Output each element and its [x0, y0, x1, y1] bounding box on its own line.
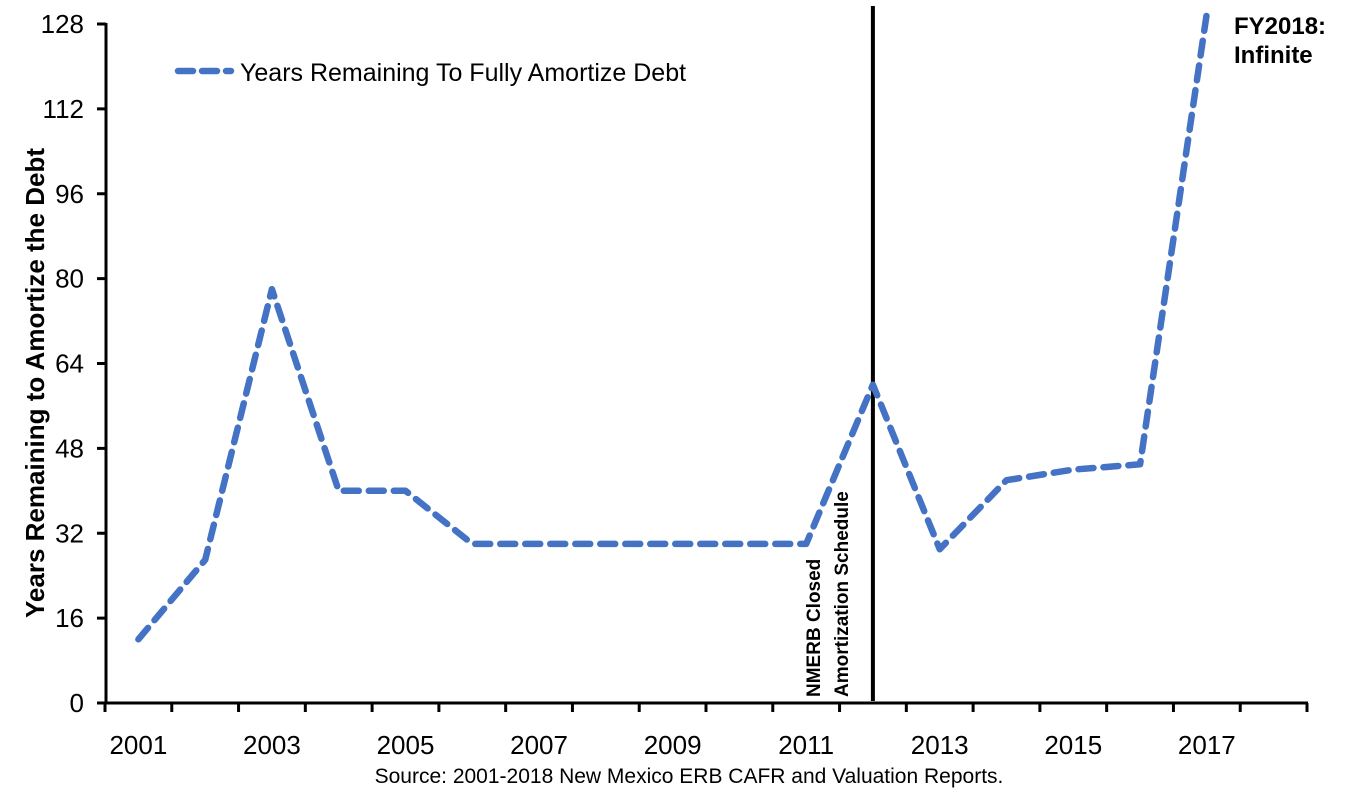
y-tick-label: 0 — [70, 688, 84, 718]
x-tick-label: 2005 — [377, 730, 435, 760]
y-axis-ticks: 0 16 32 48 64 80 96 112 128 — [41, 9, 106, 718]
x-tick-label: 2003 — [243, 730, 301, 760]
event-label-line1: NMERB Closed — [804, 559, 825, 697]
endpoint-label-line2: Infinite — [1234, 42, 1313, 69]
y-tick-label: 128 — [41, 9, 84, 39]
x-tick-label: 2009 — [644, 730, 702, 760]
event-annotation: NMERB Closed Amortization Schedule — [804, 491, 853, 697]
legend-label: Years Remaining To Fully Amortize Debt — [240, 59, 686, 87]
y-tick-label: 80 — [55, 264, 84, 294]
series-line-dashed — [135, 10, 1211, 643]
axes — [104, 23, 1308, 705]
y-axis-title: Years Remaining to Amortize the Debt — [20, 148, 50, 618]
y-tick-label: 32 — [55, 518, 84, 548]
endpoint-label-line1: FY2018: — [1234, 13, 1326, 40]
y-tick-label: 48 — [55, 433, 84, 463]
x-tick-label: 2017 — [1178, 730, 1236, 760]
endpoint-annotation: FY2018: Infinite — [1234, 13, 1326, 69]
x-tick-label: 2015 — [1044, 730, 1102, 760]
x-tick-label: 2011 — [778, 730, 834, 760]
x-tick-label: 2013 — [911, 730, 969, 760]
event-label-line2: Amortization Schedule — [832, 491, 853, 697]
y-tick-label: 16 — [55, 603, 84, 633]
x-tick-label: 2001 — [109, 730, 167, 760]
y-tick-label: 112 — [43, 94, 84, 124]
y-tick-label: 96 — [55, 179, 84, 209]
x-tick-label: 2007 — [510, 730, 568, 760]
y-tick-label: 64 — [55, 349, 84, 379]
x-axis-ticks: 2001 2003 2005 2007 2009 2011 2013 2015 2017 — [103, 703, 1309, 760]
source-note: Source: 2001-2018 New Mexico ERB CAFR an… — [375, 765, 1004, 788]
legend: Years Remaining To Fully Amortize Debt — [174, 59, 686, 87]
